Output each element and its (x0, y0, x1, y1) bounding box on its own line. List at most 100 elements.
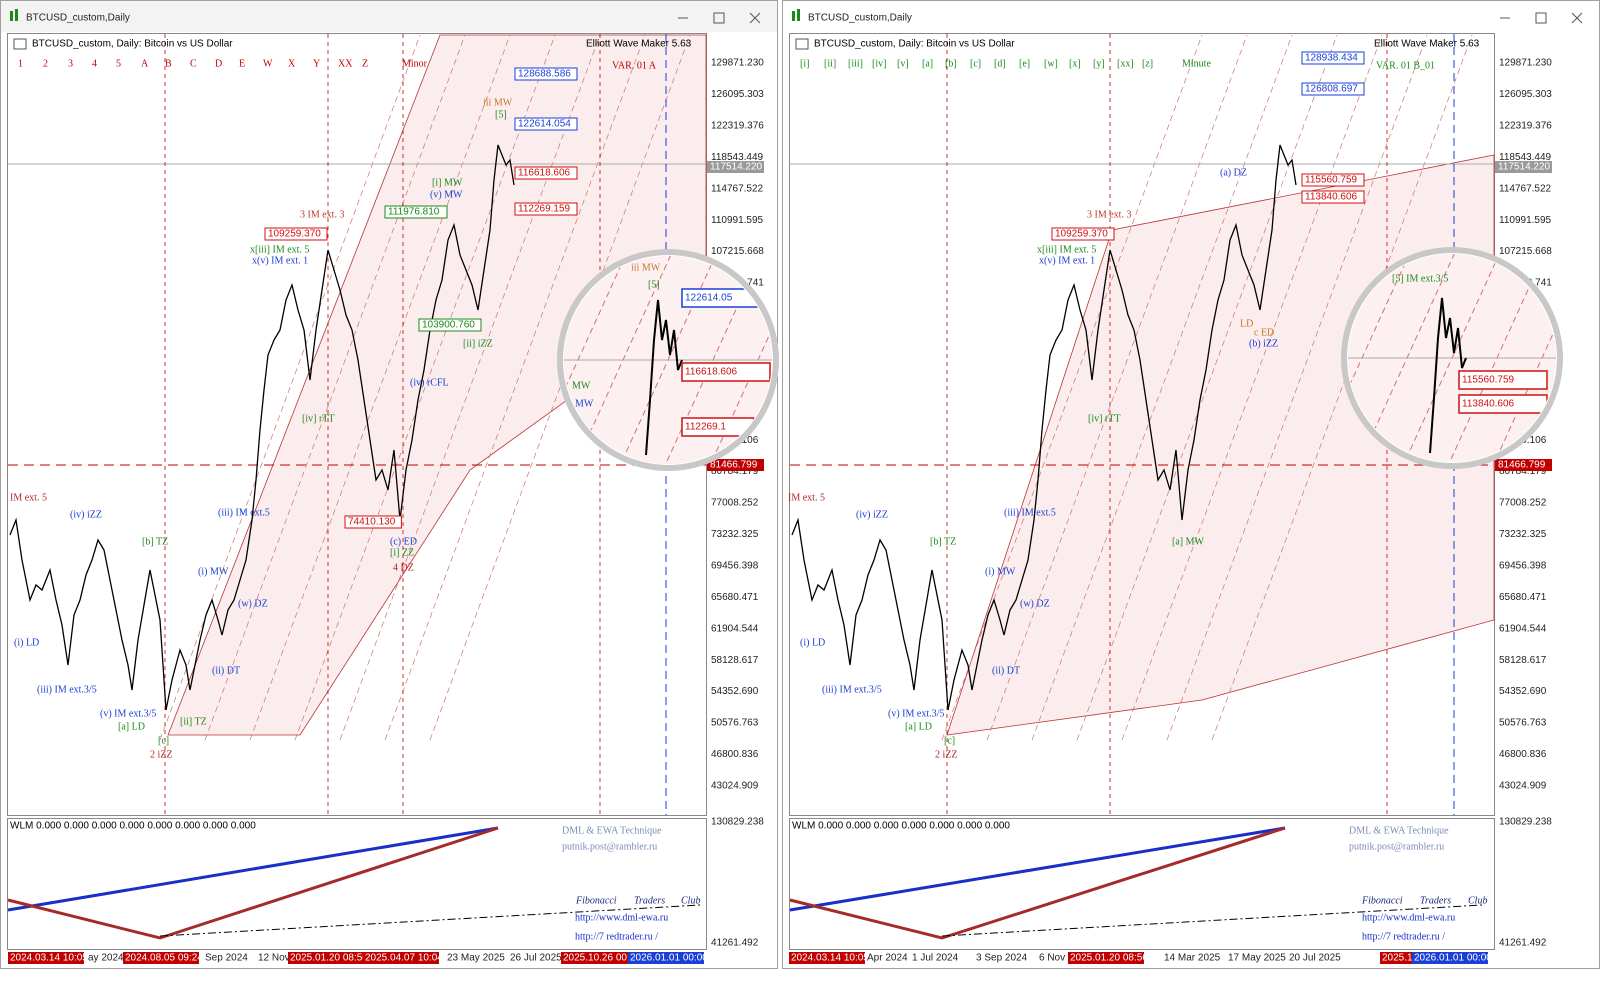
wave-label: (iv) iZZ (70, 509, 102, 520)
price-box-label: 103900.760 (422, 320, 475, 331)
price-axis-box (1495, 459, 1552, 471)
wave-button[interactable]: XX (338, 58, 353, 69)
wave-button[interactable]: X (288, 58, 296, 69)
wave-button[interactable]: [v] (897, 58, 909, 69)
magnifier-label: iii MW (631, 262, 661, 273)
date-box (8, 952, 84, 964)
wave-button[interactable]: [w] (1044, 58, 1058, 69)
fib-line (1076, 34, 1338, 741)
wave-button[interactable]: 3 (68, 58, 73, 69)
wave-button[interactable]: B (165, 58, 172, 69)
wave-label: (iv) iZZ (856, 509, 888, 520)
date-axis-label: 2024.03.14 10:05 (791, 953, 869, 964)
price-axis-box-label: 81466.799 (1498, 460, 1546, 471)
price-box-label: 109259.370 (1055, 229, 1108, 240)
wave-button[interactable]: [c] (970, 58, 981, 69)
symbol-icon (13, 38, 27, 50)
price-box (418, 318, 482, 332)
price-axis-label: 110991.595 (711, 215, 764, 226)
wave-button[interactable]: [x] (1069, 58, 1081, 69)
wave-label: (i) MW (985, 566, 1016, 577)
wave-label: (w) DZ (238, 598, 268, 609)
wave-label: (iii) IM ext.5 (1004, 507, 1056, 518)
wave-label: [b] TZ (930, 536, 956, 547)
price-axis-label: 54352.690 (1499, 686, 1547, 697)
close-button[interactable] (749, 12, 761, 24)
close-button[interactable] (1571, 12, 1583, 24)
wave-button[interactable]: [d] (994, 58, 1006, 69)
title-bar (1, 1, 777, 32)
wave-button[interactable]: D (215, 58, 222, 69)
wave-button[interactable]: [a] (922, 58, 933, 69)
wave-label: x[iii] IM ext. 5 (1037, 244, 1096, 255)
subwindow-axis-label: 41261.492 (711, 938, 759, 949)
wave-button[interactable]: [iv] (872, 58, 886, 69)
wave-button[interactable]: Minor (402, 58, 428, 69)
date-box (363, 952, 439, 964)
wave-label: (v) IM ext.3/5 (888, 708, 944, 719)
wave-button[interactable]: [b] (945, 58, 957, 69)
date-axis-label: 23 May 2025 (447, 953, 505, 964)
wave-button[interactable]: C (190, 58, 197, 69)
subwindow-note: Traders (634, 895, 665, 906)
wave-button[interactable]: Y (313, 58, 320, 69)
wave-label: [c] (158, 735, 169, 746)
subwindow-note: http://www.dml-ewa.ru (1362, 912, 1455, 923)
title-bar (783, 1, 1599, 32)
wave-button[interactable]: 5 (116, 58, 121, 69)
wave-button[interactable]: [xx] (1117, 58, 1134, 69)
price-box-label: 112269.159 (518, 204, 571, 215)
wave-button[interactable]: [e] (1019, 58, 1030, 69)
price-axis-label: 129871.230 (711, 58, 764, 69)
wlm-brown (789, 826, 1286, 940)
price-axis-label: 43024.909 (711, 781, 759, 792)
fib-line (249, 34, 511, 741)
fib-line (294, 34, 556, 741)
subwindow-note: Fibonacci (575, 895, 617, 906)
wave-label: [i] MW (432, 177, 463, 188)
price-axis-label: 73232.325 (1499, 529, 1547, 540)
maximize-button[interactable] (713, 12, 725, 24)
wave-label: (iii) IM ext.3/5 (37, 684, 97, 695)
window-controls[interactable] (678, 12, 761, 24)
wave-button[interactable]: Z (362, 58, 368, 69)
wave-button[interactable]: 4 (92, 58, 97, 69)
wave-button[interactable]: [y] (1093, 58, 1105, 69)
wave-label: x[iii] IM ext. 5 (250, 244, 309, 255)
wave-button[interactable]: 1 (18, 58, 23, 69)
date-axis-label: 17 May 2025 (1228, 953, 1286, 964)
variant-label: VAR. 01 B_01 (1376, 60, 1435, 71)
wave-button[interactable]: Minute (1182, 58, 1211, 69)
wave-label: (i) MW (198, 566, 229, 577)
magnifier-label: [5] (648, 279, 660, 290)
wave-label: [iv] rTT (302, 413, 335, 424)
window-controls[interactable] (1500, 12, 1583, 24)
subwindow-legend: WLM 0.000 0.000 0.000 0.000 0.000 0.000 … (792, 821, 1010, 832)
price-box (514, 117, 578, 131)
price-axis-label: 129871.230 (1499, 58, 1552, 69)
magnifier-box (1458, 370, 1548, 390)
price-box (1301, 190, 1365, 204)
price-box-label: 74410.130 (348, 517, 396, 528)
wave-button[interactable]: [iii] (848, 58, 863, 69)
subwindow-note: http://7 redtrader.ru / (575, 931, 658, 942)
wave-button[interactable]: [ii] (824, 58, 836, 69)
wave-button[interactable]: [z] (1142, 58, 1153, 69)
wave-button[interactable]: 2 (43, 58, 48, 69)
price-axis-label: 80784.179 (711, 466, 759, 477)
window-title: BTCUSD_custom,Daily (808, 13, 912, 24)
price-axis-label: 80784.179 (1499, 466, 1547, 477)
magnifier-label: 122614.05 (685, 293, 733, 304)
date-box (1068, 952, 1144, 964)
subwindow-axis-label: 130829.238 (711, 817, 764, 828)
wave-button[interactable]: [i] (800, 58, 809, 69)
wave-button[interactable]: A (141, 58, 149, 69)
maximize-button[interactable] (1535, 12, 1547, 24)
wave-label: (i) LD (800, 637, 825, 648)
chart-header: BTCUSD_custom, Daily: Bitcoin vs US Doll… (814, 39, 1015, 50)
wave-label: 2 iZZ (150, 749, 173, 760)
wave-label: (b) iZZ (1249, 338, 1278, 349)
wave-button[interactable]: W (263, 58, 273, 69)
wave-button[interactable]: E (239, 58, 245, 69)
price-axis-label: 61904.544 (1499, 623, 1547, 634)
